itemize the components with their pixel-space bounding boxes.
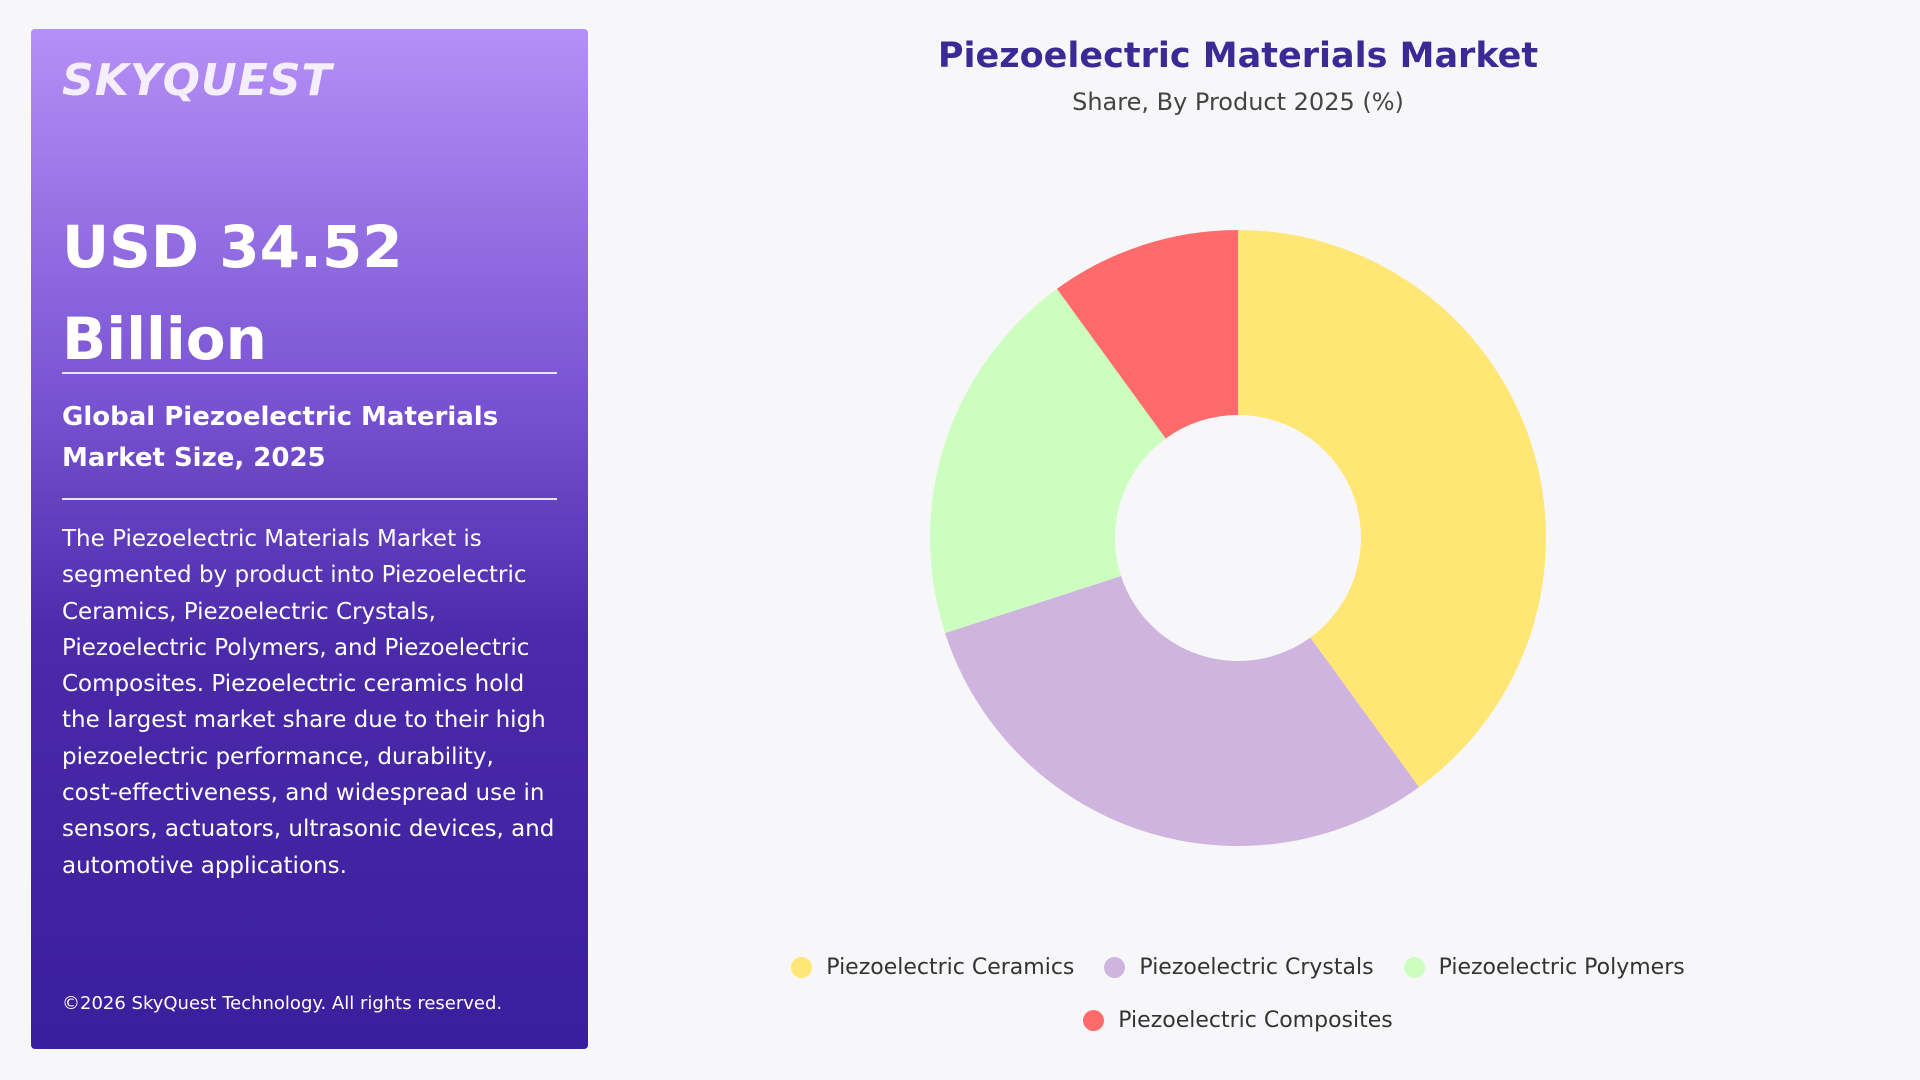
- legend-item: Piezoelectric Composites: [1083, 1008, 1393, 1033]
- legend-item: Piezoelectric Crystals: [1104, 955, 1374, 980]
- legend-swatch: [1083, 1010, 1105, 1031]
- legend-item: Piezoelectric Polymers: [1403, 955, 1685, 980]
- copyright: ©2026 SkyQuest Technology. All rights re…: [62, 993, 503, 1014]
- headline: USD 34.52 Billion: [62, 213, 403, 373]
- panel-subtitle: Global Piezoelectric Materials Market Si…: [62, 402, 499, 473]
- donut-slice: [1238, 230, 1546, 788]
- legend-swatch: [1104, 957, 1126, 978]
- legend-label: Piezoelectric Ceramics: [826, 955, 1075, 980]
- legend-label: Piezoelectric Polymers: [1438, 955, 1685, 980]
- description: The Piezoelectric Materials Market is se…: [62, 526, 555, 879]
- chart-title: Piezoelectric Materials Market: [937, 36, 1539, 76]
- legend-item: Piezoelectric Ceramics: [791, 955, 1074, 980]
- donut-slice: [1056, 230, 1238, 439]
- divider: [62, 372, 557, 374]
- legend-label: Piezoelectric Composites: [1118, 1008, 1393, 1033]
- legend: Piezoelectric Ceramics Piezoelectric Crys…: [760, 955, 1716, 1033]
- legend-swatch: [791, 957, 813, 978]
- legend-swatch: [1403, 957, 1425, 978]
- chart-subtitle: Share, By Product 2025 (%): [1072, 88, 1404, 116]
- logo: SKYQUEST: [62, 55, 333, 106]
- legend-label: Piezoelectric Crystals: [1139, 955, 1374, 980]
- donut-chart: [930, 230, 1546, 846]
- donut-slice: [930, 288, 1166, 634]
- donut-slice: [945, 576, 1420, 846]
- info-panel: SKYQUEST USD 34.52 Billion Global Piezoe…: [31, 29, 588, 1049]
- divider: [62, 498, 557, 500]
